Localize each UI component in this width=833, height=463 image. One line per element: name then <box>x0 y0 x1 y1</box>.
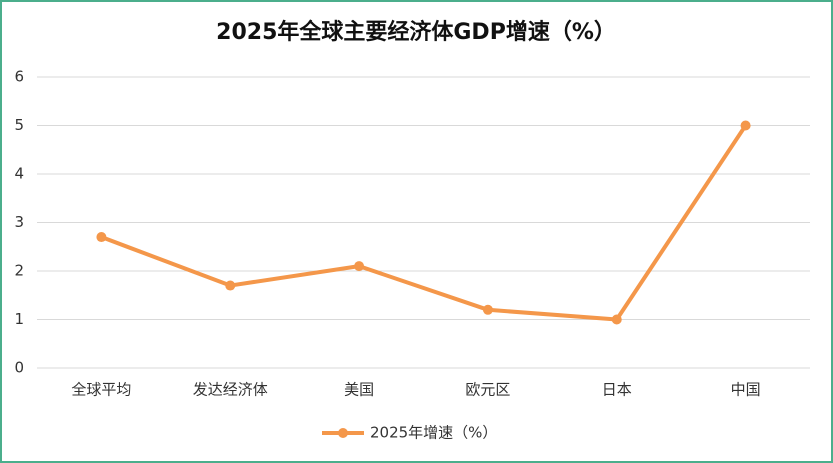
y-tick-label: 0 <box>14 359 24 377</box>
x-tick-label: 欧元区 <box>465 381 510 399</box>
x-tick-label: 美国 <box>344 381 374 399</box>
y-tick-label: 6 <box>14 68 24 86</box>
chart-title: 2025年全球主要经济体GDP增速（%） <box>216 19 616 45</box>
data-point <box>740 120 751 131</box>
legend-marker <box>338 428 348 438</box>
y-tick-label: 4 <box>14 165 24 183</box>
data-point <box>482 304 493 315</box>
series-line <box>100 124 748 322</box>
x-tick-label: 日本 <box>602 381 632 399</box>
legend-label: 2025年增速（%） <box>370 424 497 442</box>
y-tick-label: 5 <box>14 116 24 134</box>
data-point <box>225 280 236 291</box>
x-tick-label: 发达经济体 <box>193 381 268 399</box>
y-tick-label: 1 <box>14 310 24 328</box>
data-point <box>354 261 365 272</box>
x-tick-label: 中国 <box>731 381 761 399</box>
data-point <box>96 232 107 243</box>
y-tick-label: 3 <box>14 213 24 231</box>
y-tick-label: 2 <box>14 262 24 280</box>
x-tick-label: 全球平均 <box>71 381 131 399</box>
data-point <box>611 314 622 325</box>
